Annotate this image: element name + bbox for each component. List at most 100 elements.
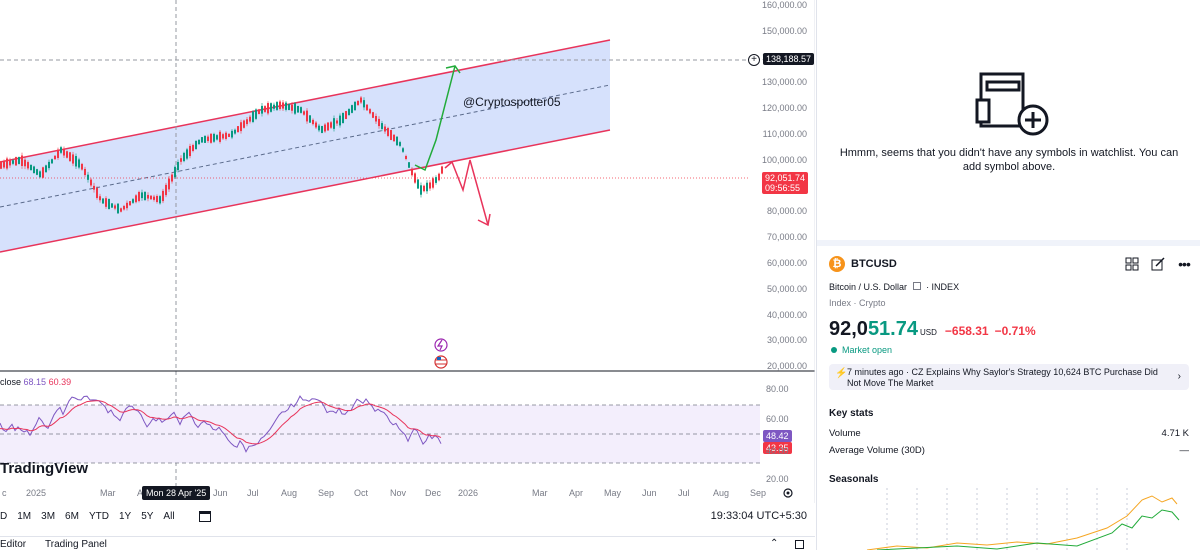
tab-trading-panel[interactable]: Trading Panel [45, 539, 107, 550]
seasonals-title[interactable]: Seasonals [829, 474, 879, 485]
layout-grid-icon[interactable] [1124, 256, 1140, 272]
candle-body [408, 162, 410, 168]
range-button[interactable]: 1Y [118, 510, 132, 522]
time-axis-label: Aug [281, 488, 298, 498]
candle-body [150, 195, 152, 200]
candle-body [96, 188, 98, 198]
calendar-icon[interactable] [198, 510, 211, 522]
stat-volume: Volume 4.71 K [829, 428, 1189, 439]
candle-body [27, 162, 29, 169]
candle-body [384, 126, 386, 132]
more-options-icon[interactable]: ••• [1178, 256, 1191, 272]
candle-body [432, 178, 434, 188]
price-axis-label: 70,000.00 [766, 232, 807, 243]
axis-settings-gear-icon[interactable] [783, 488, 793, 498]
channel-lower-line[interactable] [0, 129, 611, 253]
symbol-ticker[interactable]: BTCUSD [851, 258, 897, 270]
candle-body [210, 133, 212, 143]
price-change-percent: −0.71% [994, 324, 1036, 338]
candle-body [426, 182, 428, 192]
external-link-icon[interactable] [912, 282, 921, 290]
candle-body [186, 149, 188, 159]
candle-body [411, 168, 413, 176]
price-change: −658.31 [944, 324, 989, 338]
candle-body [258, 109, 260, 115]
candle-body [339, 115, 341, 126]
price-axis-label: 110,000.00 [762, 129, 807, 139]
rsi-line [0, 395, 442, 453]
candle-body [264, 106, 266, 112]
range-button[interactable]: All [163, 510, 175, 522]
add-alert-icon[interactable]: + [748, 54, 760, 66]
candle-body [36, 169, 38, 175]
time-axis-label: c [2, 488, 7, 498]
candle-body [180, 158, 182, 162]
candle-body [75, 156, 77, 167]
candle-body [117, 203, 119, 214]
candle-body [300, 107, 302, 113]
candle-body [405, 155, 407, 160]
candle-body [228, 133, 230, 137]
candle-body [174, 166, 176, 178]
time-axis-label: 2026 [458, 488, 479, 498]
bullish-projection-arrow[interactable] [414, 65, 456, 172]
candle-body [336, 120, 338, 124]
category-crypto[interactable]: Crypto [859, 298, 886, 308]
candle-body [330, 122, 332, 128]
author-annotation[interactable]: @Cryptospotter05 [463, 95, 561, 109]
crosshair-date-tag: Mon 28 Apr '25 [142, 486, 211, 500]
range-button[interactable]: 6M [65, 510, 79, 522]
tab-editor[interactable]: Editor [0, 539, 27, 550]
price-chart[interactable] [0, 0, 815, 503]
rsi-legend[interactable]: close 68.15 60.39 [0, 377, 71, 387]
stat-volume-label: Volume [829, 428, 861, 439]
range-button[interactable]: 3M [41, 510, 56, 522]
candle-body [162, 190, 164, 202]
time-axis-label: Apr [569, 488, 584, 498]
rsi-axis-label: 80.00 [766, 384, 789, 394]
clock[interactable]: 19:33:04 UTC+5:30 [710, 510, 807, 522]
bearish-projection-arrow[interactable] [444, 159, 489, 226]
candle-body [66, 151, 68, 158]
price-axis-label: 150,000.00 [761, 25, 807, 36]
symbol-header[interactable]: ₿ BTCUSD [829, 256, 897, 272]
candle-body [354, 101, 356, 111]
seasonal-line-orange [866, 495, 1178, 550]
candle-body [240, 122, 242, 132]
maximize-icon[interactable] [795, 540, 804, 549]
candle-body [3, 160, 5, 168]
stat-avg-volume-label: Average Volume (30D) [829, 445, 925, 456]
candle-body [243, 120, 245, 128]
seasonals-chart[interactable] [817, 488, 1200, 550]
range-button[interactable]: YTD [88, 510, 109, 522]
candle-body [255, 109, 257, 119]
candle-body [54, 155, 56, 160]
collapse-icon[interactable]: ⌃ [770, 538, 779, 549]
channel-upper-line[interactable] [0, 39, 611, 163]
candle-body [81, 163, 83, 170]
price-axis[interactable]: 160,000.00150,000.00140,000.00130,000.00… [748, 0, 815, 500]
candle-body [90, 179, 92, 186]
candle-body [231, 130, 233, 138]
chart-area[interactable]: 160,000.00150,000.00140,000.00130,000.00… [0, 0, 815, 550]
category-index[interactable]: Index [829, 298, 852, 308]
channel-mid-line [0, 84, 611, 208]
range-button[interactable]: 1M [17, 510, 32, 522]
candle-body [192, 145, 194, 151]
candle-body [69, 152, 71, 162]
news-headline: CZ Explains Why Saylor's Strategy 10,624… [847, 367, 1158, 388]
time-axis-label: A [137, 488, 144, 498]
candle-body [402, 148, 404, 152]
time-axis-label: May [604, 488, 622, 498]
candle-body [120, 208, 122, 212]
empty-watchlist-icon [975, 72, 1049, 136]
candle-body [204, 135, 206, 143]
range-button[interactable]: 5Y [141, 510, 154, 522]
us-flag-event-icon[interactable] [434, 355, 448, 369]
lightning-event-icon[interactable] [434, 338, 448, 352]
candle-body [276, 102, 278, 110]
edit-icon[interactable] [1150, 256, 1166, 272]
candle-body [189, 145, 191, 157]
range-button[interactable]: D [0, 510, 8, 522]
news-banner[interactable]: ⚡ 7 minutes ago · CZ Explains Why Saylor… [829, 364, 1189, 390]
